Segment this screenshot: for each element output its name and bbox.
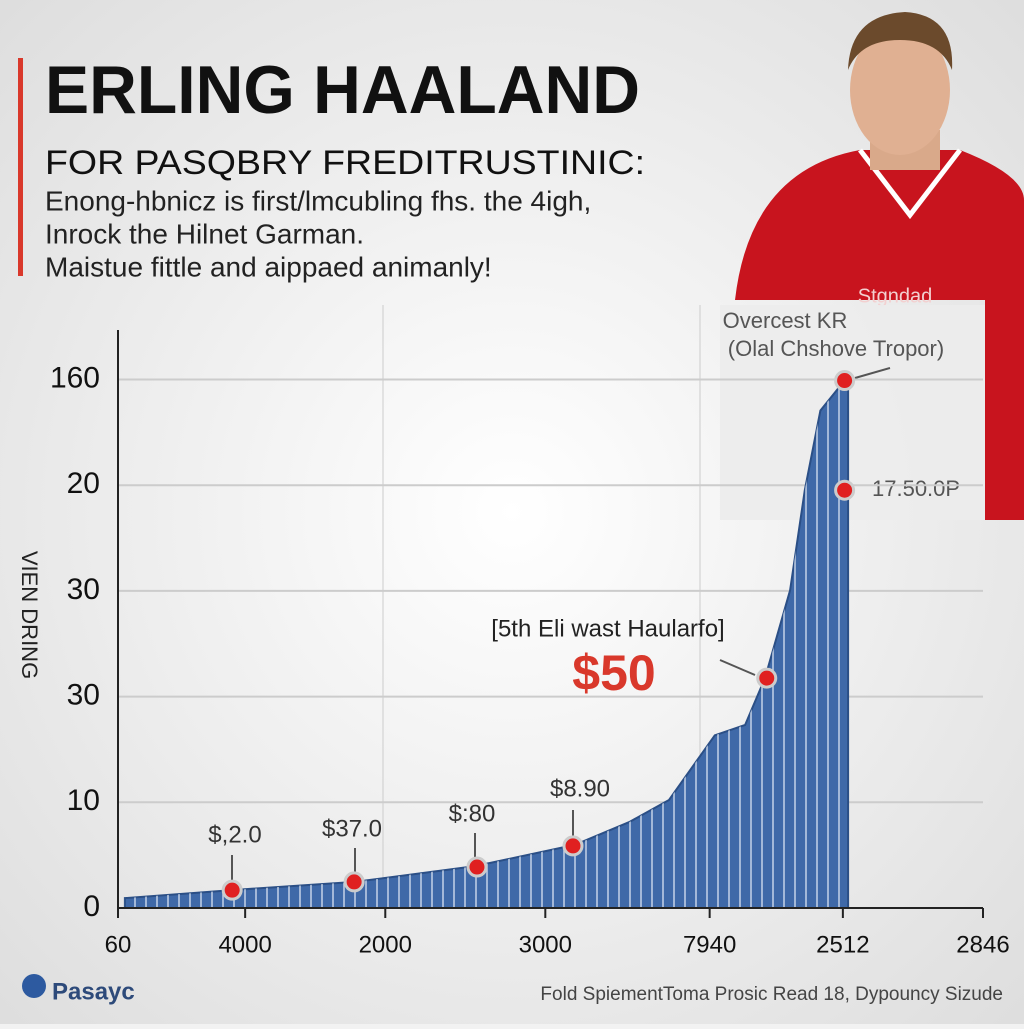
x-tick-label: 60 — [105, 931, 132, 958]
annotation: $37.0 — [322, 815, 382, 842]
y-tick-label: 0 — [83, 890, 100, 923]
annotation: Overcest KR — [723, 308, 848, 333]
x-tick-label: 7940 — [683, 931, 736, 958]
x-tick-label: 2000 — [359, 931, 412, 958]
y-tick-label: 30 — [67, 679, 100, 712]
annotation: 17.50.0P — [872, 476, 960, 501]
player-photo: Stgndad — [735, 12, 1024, 520]
marker — [834, 479, 856, 501]
y-tick-label: 160 — [50, 361, 100, 394]
annotation: [5th Eli wast Haularfo] — [491, 615, 724, 642]
accent-bar — [18, 58, 23, 276]
annotation: $8.90 — [550, 775, 610, 802]
subtitle: FOR PASQBRY FREDITRUSTINIC: — [45, 144, 645, 182]
marker — [562, 835, 584, 857]
y-axis-label: VIEN DRING — [17, 551, 42, 679]
x-tick-label: 2846 — [956, 931, 1009, 958]
x-tick-label: 4000 — [218, 931, 271, 958]
y-tick-label: 20 — [67, 467, 100, 500]
intro-line: Inrock the Hilnet Garman. — [45, 218, 364, 249]
leader-lines — [231, 367, 891, 882]
area — [123, 379, 850, 909]
jersey-text: Stgndad — [858, 285, 933, 307]
title: ERLING HAALAND — [45, 52, 640, 128]
marker — [221, 879, 243, 901]
brand: Pasayc — [52, 978, 135, 1005]
annotation: $50 — [572, 645, 655, 701]
annotation: $:80 — [449, 800, 496, 827]
marker — [466, 856, 488, 878]
intro-line: Enong-hbnicz is first/lmcubling fhs. the… — [45, 185, 591, 216]
x-tick-label: 3000 — [519, 931, 572, 958]
brand-logo — [22, 974, 46, 998]
intro-line: Maistue fittle and aippaed animanly! — [45, 251, 492, 282]
marker — [756, 667, 778, 689]
annotation: (Olal Chshove Tropor) — [728, 336, 944, 361]
marker — [834, 370, 856, 392]
x-tick-label: 2512 — [816, 931, 869, 958]
y-tick-label: 30 — [67, 573, 100, 606]
marker — [343, 871, 365, 893]
footer-note: Fold SpiementToma Prosic Read 18, Dypoun… — [540, 984, 1003, 1005]
annotation: $,2.0 — [208, 821, 261, 848]
y-tick-label: 10 — [67, 784, 100, 817]
